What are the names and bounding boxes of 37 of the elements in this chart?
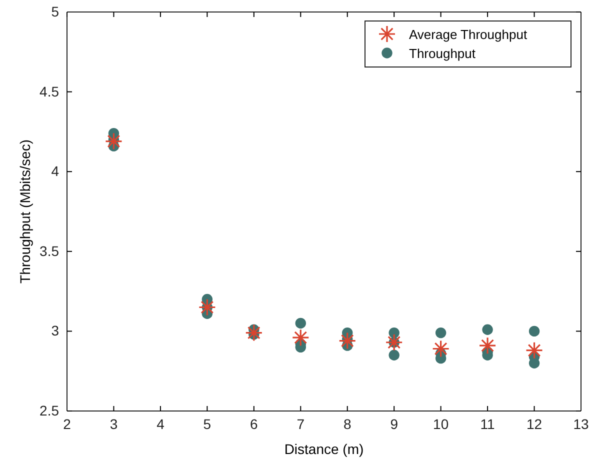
- x-tick-label: 9: [390, 416, 398, 432]
- x-tick-label: 12: [526, 416, 542, 432]
- y-tick-label: 5: [51, 3, 60, 20]
- point: [104, 132, 123, 150]
- x-tick-label: 8: [343, 416, 352, 432]
- point: [482, 324, 493, 335]
- point: [525, 342, 544, 360]
- y-tick-label: 3: [51, 322, 60, 339]
- point: [432, 340, 450, 358]
- y-tick-label: 4.5: [40, 83, 60, 100]
- x-tick-label: 6: [250, 416, 258, 432]
- x-axis-title: Distance (m): [284, 441, 364, 457]
- x-tick-label: 3: [110, 416, 118, 432]
- point: [528, 326, 540, 337]
- legend-label: Average Throughput: [409, 27, 528, 42]
- point: [338, 332, 356, 350]
- point: [198, 298, 216, 316]
- x-tick-label: 4: [156, 416, 165, 432]
- point: [388, 350, 400, 360]
- point: [292, 328, 310, 346]
- point: [388, 327, 400, 338]
- x-tick-label: 10: [433, 416, 449, 432]
- point: [478, 336, 496, 354]
- legend-label: Throughput: [409, 46, 476, 61]
- y-tick-label: 2.5: [40, 402, 60, 418]
- x-tick-label: 2: [63, 416, 72, 432]
- y-axis-title: Throughput (Mbits/sec): [17, 140, 33, 284]
- x-tick-label: 13: [573, 416, 589, 432]
- x-tick-label: 11: [480, 416, 496, 432]
- point: [295, 318, 306, 329]
- point: [245, 324, 263, 342]
- point: [435, 327, 446, 338]
- x-tick-label: 7: [296, 416, 305, 432]
- y-tick-label: 3.5: [40, 242, 60, 259]
- y-tick-label: 4: [51, 163, 60, 180]
- point: [385, 334, 403, 352]
- x-tick-label: 5: [203, 416, 212, 432]
